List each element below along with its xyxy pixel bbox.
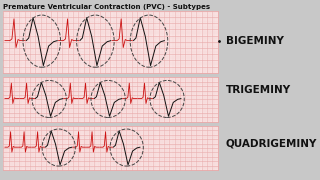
Text: Premature Ventricular Contraction (PVC) - Subtypes: Premature Ventricular Contraction (PVC) … <box>3 4 210 10</box>
Bar <box>3 11 218 73</box>
Text: QUADRIGEMINY: QUADRIGEMINY <box>226 139 317 149</box>
Bar <box>3 126 218 170</box>
Text: TRIGEMINY: TRIGEMINY <box>226 85 291 95</box>
Text: BIGEMINY: BIGEMINY <box>226 36 284 46</box>
Bar <box>3 77 218 122</box>
